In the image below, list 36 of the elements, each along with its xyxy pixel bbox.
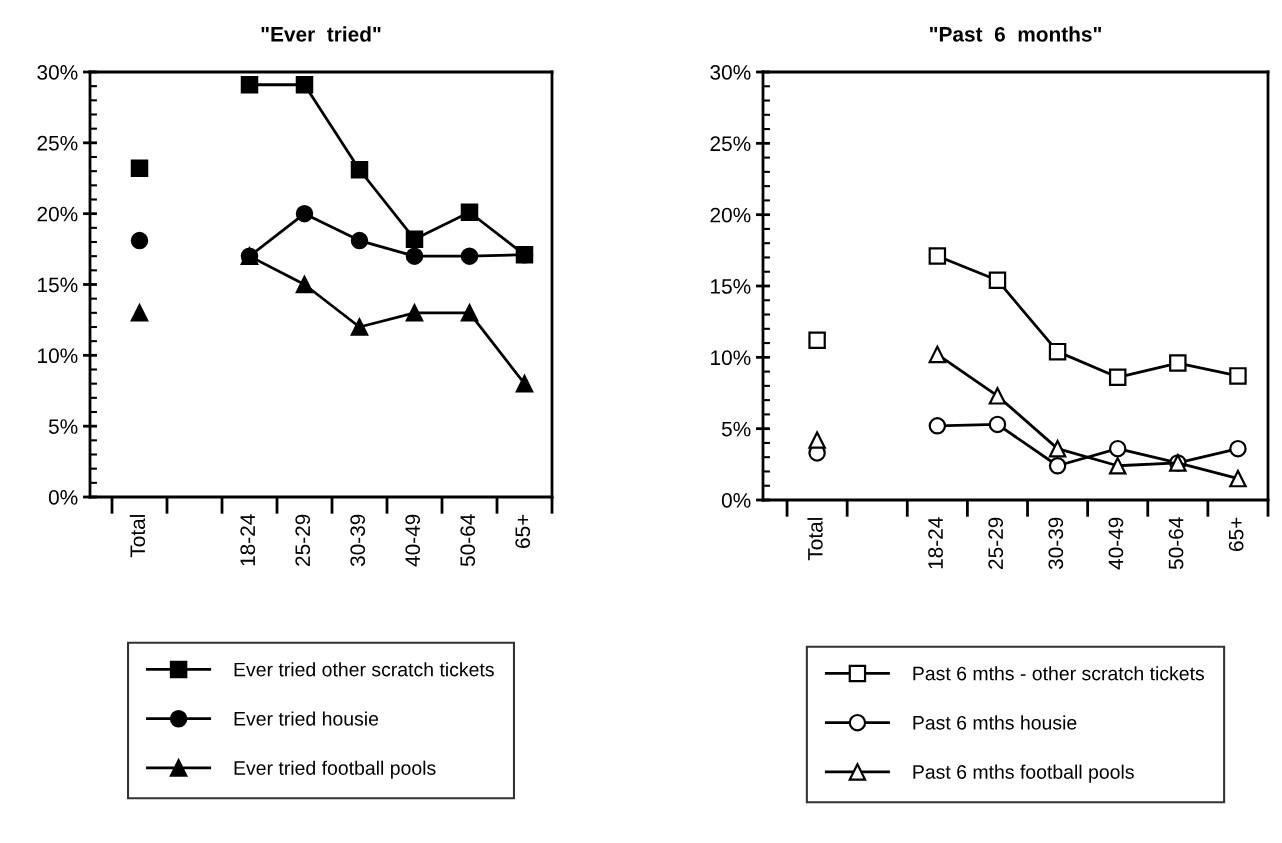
x-tick-label: 18-24: [928, 517, 943, 569]
y-tick-label: 0%: [48, 490, 78, 505]
y-tick-label: 20%: [710, 207, 751, 223]
x-tick-label: Total: [807, 518, 823, 561]
y-tick-label: 25%: [37, 135, 78, 151]
y-tick-label: 30%: [710, 65, 751, 80]
x-tick-label: 40-49: [1108, 517, 1124, 570]
x-tick-label: 30-39: [1048, 517, 1064, 570]
chart-title: "Past 6 months": [930, 26, 1101, 42]
x-tick-label: 50-64: [1168, 517, 1184, 570]
legend-label: Past 6 mths football pools: [913, 764, 1134, 783]
y-tick-label: 15%: [38, 277, 78, 293]
y-tick-label: 10%: [38, 348, 78, 364]
x-tick-label: 65+: [1228, 517, 1244, 551]
x-tick-label: Total: [129, 515, 146, 558]
y-tick-label: 30%: [37, 65, 78, 80]
x-tick-label: 25-29: [295, 514, 311, 566]
x-tick-label: 18-24: [240, 514, 256, 566]
x-tick-label: 65+: [515, 514, 531, 548]
y-tick-label: 5%: [721, 421, 751, 437]
x-tick-label: 30-39: [350, 514, 366, 567]
y-tick-label: 15%: [711, 279, 751, 294]
legend-label: Past 6 mths - other scratch tickets: [913, 666, 1205, 681]
y-tick-label: 25%: [710, 136, 751, 152]
y-tick-label: 10%: [711, 350, 751, 366]
chart-title: "Ever tried": [261, 26, 381, 42]
legend-label: Ever tried housie: [234, 711, 379, 726]
y-tick-label: 5%: [48, 419, 78, 434]
x-tick-label: 25-29: [988, 517, 1004, 569]
y-tick-label: 20%: [37, 206, 78, 222]
x-tick-label: 40-49: [405, 514, 421, 567]
y-tick-label: 0%: [721, 493, 751, 508]
legend-label: Past 6 mths housie: [913, 715, 1077, 730]
legend-label: Ever tried football pools: [234, 760, 436, 779]
x-tick-label: 50-64: [460, 514, 476, 567]
legend-label: Ever tried other scratch tickets: [234, 662, 494, 677]
